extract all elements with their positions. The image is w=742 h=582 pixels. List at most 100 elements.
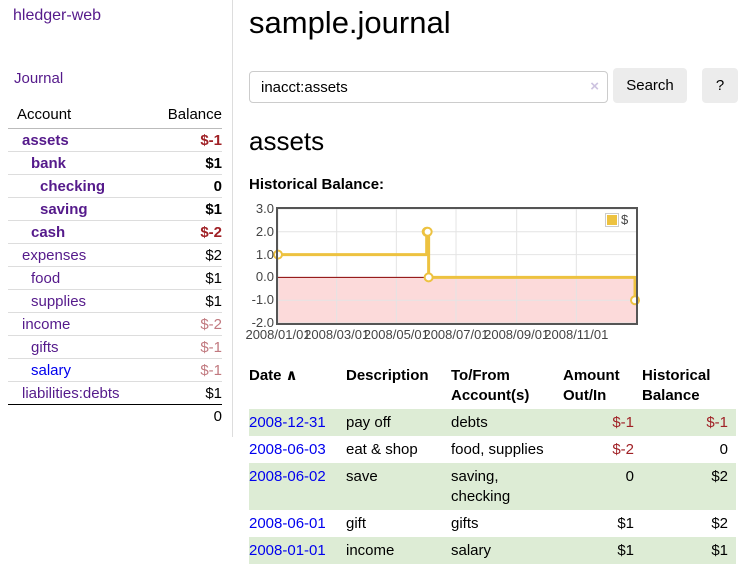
search-button[interactable]: Search bbox=[613, 68, 687, 103]
transaction-row: 2008-01-01 income salary $1 $1 bbox=[249, 537, 736, 564]
account-link[interactable]: food bbox=[31, 269, 61, 287]
account-balance: 0 bbox=[152, 174, 222, 198]
account-link[interactable]: salary bbox=[31, 361, 72, 379]
transaction-balance: $1 bbox=[642, 537, 736, 564]
register-header-date[interactable]: Date ∧ bbox=[249, 367, 298, 384]
account-link[interactable]: liabilities:debts bbox=[22, 384, 120, 402]
legend-label: $ bbox=[621, 212, 629, 227]
sidebar-item-journal[interactable]: Journal bbox=[14, 70, 64, 87]
account-link[interactable]: saving bbox=[40, 200, 88, 218]
account-link[interactable]: checking bbox=[40, 177, 106, 195]
chart-title: Historical Balance: bbox=[249, 176, 385, 193]
transaction-description: eat & shop bbox=[346, 440, 418, 458]
transaction-date: 2008-01-01 bbox=[249, 537, 346, 564]
y-axis-tick-label: -2.0 bbox=[251, 315, 274, 330]
sort-asc-icon: ∧ bbox=[285, 367, 298, 384]
account-row: saving $1 bbox=[8, 197, 222, 221]
register-header-accounts: To/From Account(s) bbox=[451, 367, 530, 404]
transaction-description: income bbox=[346, 537, 451, 564]
transaction-row: 2008-06-01 gift gifts $1 $2 bbox=[249, 510, 736, 537]
transaction-date-link[interactable]: 2008-12-31 bbox=[249, 413, 326, 431]
register-header-description: Description bbox=[346, 367, 429, 384]
legend-swatch bbox=[605, 212, 619, 227]
transaction-balance: 0 bbox=[719, 440, 728, 458]
chart-plot[interactable] bbox=[249, 201, 649, 347]
transaction-date: 2008-06-03 bbox=[249, 436, 346, 463]
account-row: cash $-2 bbox=[8, 220, 222, 244]
x-axis-tick-label: 2008/05/01 bbox=[363, 327, 429, 342]
account-balance: $-2 bbox=[152, 220, 222, 244]
transaction-date-link[interactable]: 2008-01-01 bbox=[249, 541, 326, 559]
x-axis-tick-label: 2008/09/01 bbox=[484, 327, 550, 342]
accounts-total: 0 bbox=[152, 404, 222, 427]
clear-search-icon[interactable]: × bbox=[590, 78, 599, 95]
account-link[interactable]: income bbox=[22, 315, 71, 333]
account-link[interactable]: cash bbox=[31, 223, 66, 241]
account-balance: $-1 bbox=[152, 358, 222, 382]
account-row: gifts $-1 bbox=[8, 335, 222, 359]
account-row: income $-2 bbox=[8, 312, 222, 336]
account-balance: $-1 bbox=[152, 128, 222, 152]
transaction-accounts: food, supplies bbox=[451, 440, 544, 458]
account-link[interactable]: assets bbox=[22, 131, 69, 149]
account-row: supplies $1 bbox=[8, 289, 222, 313]
y-axis-tick-label: -1.0 bbox=[251, 292, 274, 308]
account-row: checking 0 bbox=[8, 174, 222, 198]
register-header-amount: Amount Out/In bbox=[563, 367, 620, 404]
account-balance: $1 bbox=[152, 151, 222, 175]
search-input[interactable] bbox=[249, 71, 608, 103]
register-header-balance: Historical Balance bbox=[642, 367, 711, 404]
transaction-amount: $-2 bbox=[612, 440, 634, 458]
x-axis-tick-label: 2008/11/01 bbox=[544, 327, 609, 342]
account-balance: $-2 bbox=[152, 312, 222, 336]
transaction-description: gift bbox=[346, 514, 367, 532]
account-balance: $1 bbox=[152, 289, 222, 313]
y-axis-tick-label: 0.0 bbox=[255, 269, 274, 285]
account-link[interactable]: bank bbox=[31, 154, 67, 172]
x-axis-tick-label: 2008/03/01 bbox=[304, 327, 370, 342]
account-row: liabilities:debts $1 bbox=[8, 381, 222, 405]
account-row: expenses $2 bbox=[8, 243, 222, 267]
x-axis-tick-label: 2008/07/01 bbox=[423, 327, 489, 342]
account-link[interactable]: gifts bbox=[31, 338, 59, 356]
app-title-link[interactable]: hledger-web bbox=[13, 7, 102, 24]
transaction-date: 2008-06-02 bbox=[249, 463, 346, 510]
page-title: sample.journal bbox=[249, 5, 451, 40]
accounts-table: Account Balance assets $-1 bank $1 checking 0… bbox=[8, 104, 222, 427]
transaction-balance: $-1 bbox=[642, 409, 736, 436]
accounts-header-account: Account bbox=[17, 106, 72, 123]
transaction-amount: 0 bbox=[563, 463, 642, 510]
account-row: food $1 bbox=[8, 266, 222, 290]
help-button[interactable]: ? bbox=[702, 68, 738, 103]
account-link[interactable]: expenses bbox=[22, 246, 87, 264]
y-axis-tick-label: 3.0 bbox=[255, 201, 274, 216]
sidebar: hledger-web Journal Account Balance asse… bbox=[0, 0, 233, 437]
transaction-date: 2008-12-31 bbox=[249, 409, 346, 436]
transaction-accounts: saving, checking bbox=[451, 463, 563, 510]
transaction-balance: $2 bbox=[642, 463, 736, 510]
transaction-balance: $2 bbox=[711, 514, 728, 532]
transaction-description: pay off bbox=[346, 409, 451, 436]
transaction-row: 2008-12-31 pay off debts $-1 $-1 bbox=[249, 409, 736, 436]
transaction-accounts: debts bbox=[451, 409, 563, 436]
chart-legend: $ bbox=[605, 212, 628, 227]
account-balance: $1 bbox=[152, 381, 222, 405]
y-axis-tick-label: 2.0 bbox=[255, 223, 274, 239]
transaction-amount: $1 bbox=[563, 537, 642, 564]
account-row: bank $1 bbox=[8, 151, 222, 175]
register-table: Date ∧ Description To/From Account(s) Amo… bbox=[249, 363, 736, 564]
historical-balance-chart[interactable]: 3.0 2.0 1.0 0.0 -1.0 -2.0 2008/01/01 2008/03/01… bbox=[245, 201, 742, 347]
account-balance: $1 bbox=[152, 266, 222, 290]
accounts-total-row: 0 bbox=[8, 404, 222, 427]
account-balance: $2 bbox=[152, 243, 222, 267]
transaction-accounts: gifts bbox=[451, 514, 479, 532]
transaction-date-link[interactable]: 2008-06-02 bbox=[249, 467, 326, 485]
transaction-date-link[interactable]: 2008-06-03 bbox=[249, 440, 326, 458]
transaction-date: 2008-06-01 bbox=[249, 510, 346, 537]
account-row: assets $-1 bbox=[8, 128, 222, 152]
x-axis-tick-label: 2008/01/01 bbox=[245, 327, 311, 342]
account-row: salary $-1 bbox=[8, 358, 222, 382]
transaction-date-link[interactable]: 2008-06-01 bbox=[249, 514, 326, 532]
account-link[interactable]: supplies bbox=[31, 292, 87, 310]
y-axis-tick-label: 1.0 bbox=[255, 246, 274, 262]
